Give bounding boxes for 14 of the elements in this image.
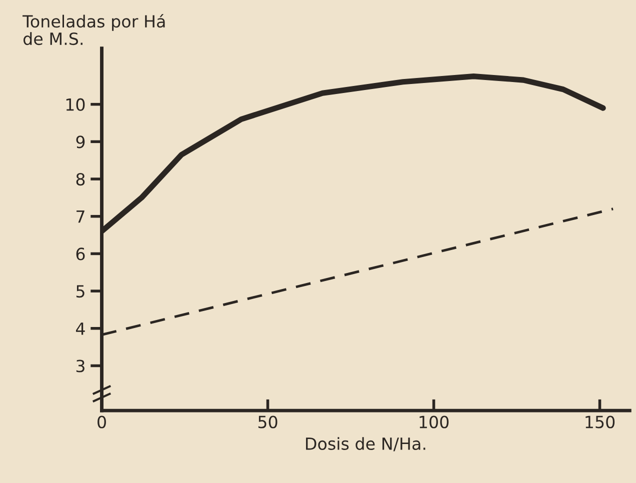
y-tick-label: 4 bbox=[76, 322, 85, 335]
x-axis-title: Dosis de N/Ha. bbox=[306, 437, 426, 452]
y-tick-label: 3 bbox=[76, 360, 84, 372]
y-tick-label: 7 bbox=[76, 210, 84, 223]
x-tick-label: 50 bbox=[258, 416, 278, 428]
y-tick-label: 8 bbox=[76, 172, 85, 186]
y-tick-label: 9 bbox=[76, 136, 85, 148]
y-tick-label: 10 bbox=[66, 98, 85, 111]
y-tick-label: 6 bbox=[76, 248, 85, 260]
x-tick-label: 0 bbox=[98, 416, 106, 428]
x-tick-label: 100 bbox=[420, 416, 449, 428]
x-tick-label: 150 bbox=[586, 416, 615, 428]
y-tick-label: 5 bbox=[76, 285, 84, 298]
y-axis-title: Toneladas por Há de M.S. bbox=[22, 14, 165, 46]
